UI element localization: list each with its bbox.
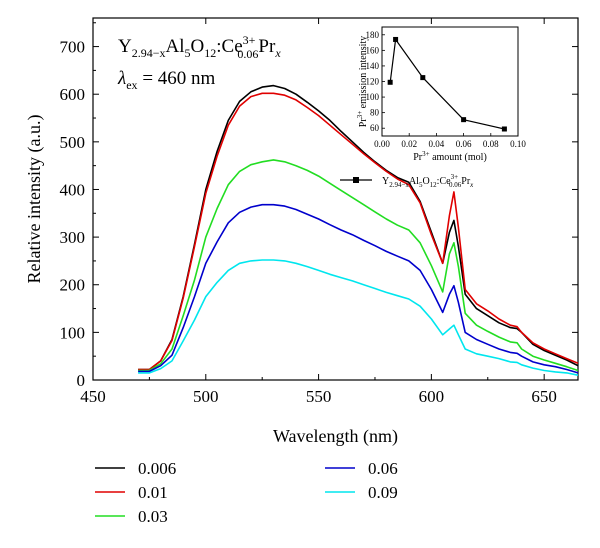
formula-annotation: Y2.94−xAl5O12:Ce3+ 0.06Prx (118, 33, 281, 61)
x-tick-label: 500 (193, 387, 219, 406)
series-line-0.03 (138, 159, 579, 372)
main-axes: 450 500 550 600 650 0 100 200 300 400 500 600 700 Wav… (24, 17, 579, 447)
inset-point (420, 75, 426, 81)
inset-series-group (387, 36, 507, 132)
inset-x-tick-label: 0.10 (510, 139, 526, 149)
inset-x-tick-label: 0.04 (429, 139, 445, 149)
y-tick-label: 0 (77, 371, 86, 390)
inset-x-tick-label: 0.02 (401, 139, 417, 149)
inset-point (393, 36, 399, 42)
inset-point (387, 79, 393, 85)
x-tick-label: 550 (306, 387, 332, 406)
y-tick-label: 400 (60, 180, 86, 199)
x-tick-label: 600 (419, 387, 445, 406)
inset-legend: Y2.94−xAl5O12:Ce3+ 0.06Prx (340, 173, 474, 189)
inset-point (501, 126, 507, 132)
inset-point (461, 117, 467, 123)
inset-x-tick-label: 0.06 (456, 139, 472, 149)
y-tick-label: 200 (60, 276, 86, 295)
main-series-group (138, 84, 579, 376)
inset-axes: 0.00 0.02 0.04 0.06 0.08 0.10 60 80 100 120 140 160… (356, 26, 526, 163)
x-tick-label: 650 (531, 387, 557, 406)
inset-y-axis-label: Pr3+ emission intensity (356, 36, 369, 127)
legend-label-0.03: 0.03 (138, 507, 168, 526)
y-tick-label: 700 (60, 38, 86, 57)
legend-label-0.09: 0.09 (368, 483, 398, 502)
inset-x-tick-label: 0.00 (374, 139, 390, 149)
y-tick-label: 500 (60, 133, 86, 152)
inset-x-tick-label: 0.08 (483, 139, 499, 149)
inset-y-tick-label: 160 (366, 45, 380, 55)
y-tick-label: 300 (60, 228, 86, 247)
main-plot-frame (92, 17, 579, 381)
series-line-0.06 (138, 203, 579, 374)
inset-y-tick-label: 100 (366, 92, 380, 102)
inset-y-tick-label: 60 (370, 123, 380, 133)
y-axis-label: Relative intensity (a.u.) (24, 115, 45, 284)
legend-label-0.01: 0.01 (138, 483, 168, 502)
inset-legend-label: Y2.94−xAl5O12:Ce3+ 0.06Prx (382, 173, 474, 189)
excitation-annotation: λex = 460 nm (117, 68, 216, 92)
inset-x-axis-label: Pr3+ amount (mol) (413, 150, 487, 163)
inset-y-tick-label: 140 (366, 61, 380, 71)
inset-y-tick-label: 80 (370, 108, 380, 118)
inset-plot-frame (381, 26, 519, 137)
legend-label-0.06: 0.06 (368, 459, 398, 478)
y-tick-label: 600 (60, 85, 86, 104)
legend-label-0.006: 0.006 (138, 459, 176, 478)
x-tick-label: 450 (80, 387, 106, 406)
x-axis-label: Wavelength (nm) (273, 426, 398, 447)
inset-y-tick-label: 180 (366, 30, 380, 40)
series-line-0.01 (138, 92, 579, 371)
y-tick-label: 100 (60, 323, 86, 342)
series-line-0.09 (138, 259, 579, 376)
main-legend: 0.006 0.01 0.03 0.06 0.09 (95, 459, 398, 526)
inset-legend-marker (353, 177, 359, 183)
inset-y-tick-label: 120 (366, 77, 380, 87)
